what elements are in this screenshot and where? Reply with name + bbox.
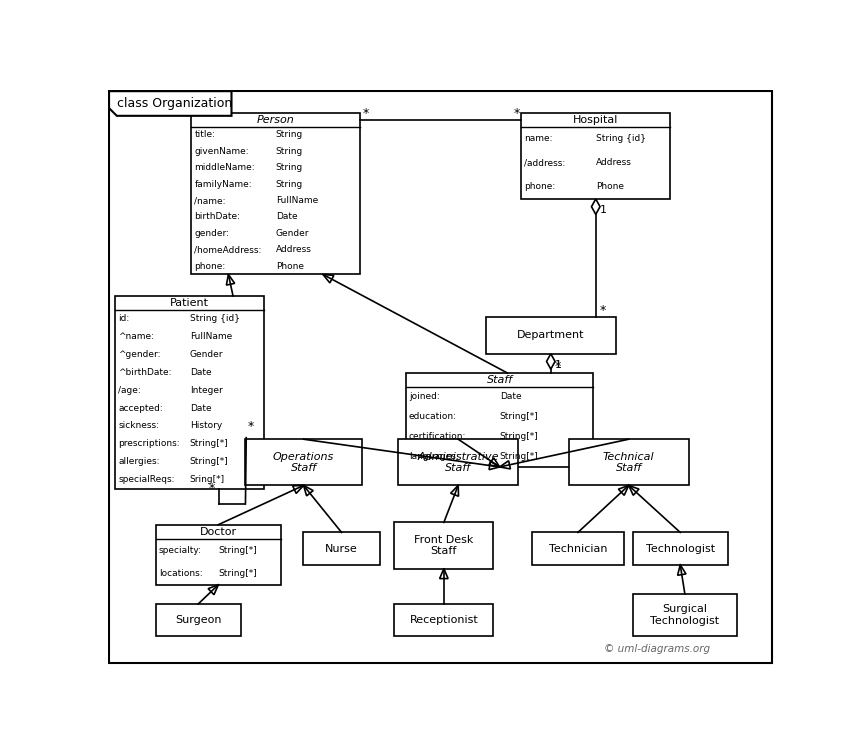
Text: specialty:: specialty: — [158, 545, 201, 554]
Text: *: * — [248, 420, 254, 433]
Bar — [394, 522, 494, 568]
Bar — [568, 439, 689, 486]
Text: prescriptions:: prescriptions: — [119, 439, 180, 448]
Text: id:: id: — [119, 314, 130, 323]
Text: specialReqs:: specialReqs: — [119, 475, 175, 484]
Bar — [394, 604, 494, 636]
Text: class Organization: class Organization — [116, 97, 232, 110]
Text: Nurse: Nurse — [325, 544, 358, 554]
Text: *: * — [555, 360, 561, 373]
Text: allergies:: allergies: — [119, 457, 160, 466]
Text: String[*]: String[*] — [500, 433, 538, 441]
Text: gender:: gender: — [194, 229, 230, 238]
Text: birthDate:: birthDate: — [194, 212, 240, 221]
Text: Receptionist: Receptionist — [409, 616, 478, 625]
Text: Administrative
Staff: Administrative Staff — [417, 451, 499, 473]
Bar — [532, 533, 624, 565]
Text: *: * — [362, 108, 369, 120]
Bar — [115, 296, 264, 489]
Text: Staff: Staff — [487, 375, 513, 385]
Text: education:: education: — [409, 412, 457, 421]
Bar — [633, 533, 728, 565]
Text: Address: Address — [276, 245, 311, 254]
Text: phone:: phone: — [194, 261, 225, 270]
Text: Surgical
Technologist: Surgical Technologist — [650, 604, 720, 626]
Text: /address:: /address: — [525, 158, 566, 167]
Text: Gender: Gender — [276, 229, 310, 238]
Text: Sring[*]: Sring[*] — [190, 475, 224, 484]
Text: Date: Date — [276, 212, 298, 221]
Text: 1: 1 — [555, 359, 562, 370]
Text: String {id}: String {id} — [596, 134, 646, 143]
Text: Technologist: Technologist — [646, 544, 715, 554]
Bar — [245, 439, 362, 486]
Text: FullName: FullName — [190, 332, 232, 341]
Bar — [156, 524, 281, 585]
Text: String[*]: String[*] — [218, 545, 257, 554]
Text: name:: name: — [525, 134, 553, 143]
Text: String[*]: String[*] — [218, 568, 257, 577]
Bar — [521, 113, 670, 199]
Text: © uml-diagrams.org: © uml-diagrams.org — [604, 644, 709, 654]
Text: Date: Date — [190, 403, 212, 412]
Text: String[*]: String[*] — [500, 412, 538, 421]
Text: Date: Date — [190, 368, 212, 377]
Text: Date: Date — [500, 392, 521, 401]
Bar — [486, 317, 616, 354]
Text: String: String — [276, 130, 303, 139]
Text: Department: Department — [517, 330, 585, 341]
Bar — [406, 373, 593, 467]
Text: ^name:: ^name: — [119, 332, 154, 341]
Text: String[*]: String[*] — [190, 439, 229, 448]
Polygon shape — [109, 91, 231, 116]
Text: Integer: Integer — [190, 385, 223, 394]
Text: String: String — [276, 179, 303, 188]
Text: accepted:: accepted: — [119, 403, 163, 412]
Text: Doctor: Doctor — [200, 527, 237, 536]
Bar — [303, 533, 380, 565]
Text: String {id}: String {id} — [190, 314, 240, 323]
Text: title:: title: — [194, 130, 215, 139]
Text: *: * — [599, 304, 606, 317]
Text: String[*]: String[*] — [190, 457, 229, 466]
Text: Technician: Technician — [549, 544, 607, 554]
Text: 1: 1 — [599, 205, 606, 215]
Text: givenName:: givenName: — [194, 146, 249, 155]
Text: Phone: Phone — [596, 182, 623, 191]
Text: certification:: certification: — [409, 433, 466, 441]
Text: Patient: Patient — [170, 298, 209, 308]
Text: Surgeon: Surgeon — [175, 616, 221, 625]
Text: Phone: Phone — [276, 261, 304, 270]
Text: Technical
Staff: Technical Staff — [603, 451, 654, 473]
Text: Front Desk
Staff: Front Desk Staff — [415, 535, 474, 557]
Text: /homeAddress:: /homeAddress: — [194, 245, 261, 254]
Text: Person: Person — [257, 115, 294, 125]
Text: middleName:: middleName: — [194, 163, 255, 172]
Text: Gender: Gender — [190, 350, 223, 359]
Text: *: * — [209, 482, 215, 495]
Text: ^birthDate:: ^birthDate: — [119, 368, 172, 377]
Bar — [633, 594, 737, 636]
Text: sickness:: sickness: — [119, 421, 159, 430]
Text: Hospital: Hospital — [573, 115, 618, 125]
Text: String: String — [276, 163, 303, 172]
Text: ^gender:: ^gender: — [119, 350, 161, 359]
Text: String[*]: String[*] — [500, 453, 538, 462]
Bar — [191, 113, 360, 274]
Text: Address: Address — [596, 158, 631, 167]
Text: /age:: /age: — [119, 385, 141, 394]
Text: joined:: joined: — [409, 392, 439, 401]
Text: /name:: /name: — [194, 196, 226, 205]
Text: Operations
Staff: Operations Staff — [273, 451, 335, 473]
Text: String: String — [276, 146, 303, 155]
Text: phone:: phone: — [525, 182, 556, 191]
Text: languages:: languages: — [409, 453, 458, 462]
Text: *: * — [513, 108, 519, 120]
Bar — [398, 439, 519, 486]
Text: History: History — [190, 421, 222, 430]
Text: FullName: FullName — [276, 196, 318, 205]
Text: familyName:: familyName: — [194, 179, 252, 188]
Text: locations:: locations: — [158, 568, 202, 577]
Bar — [156, 604, 241, 636]
